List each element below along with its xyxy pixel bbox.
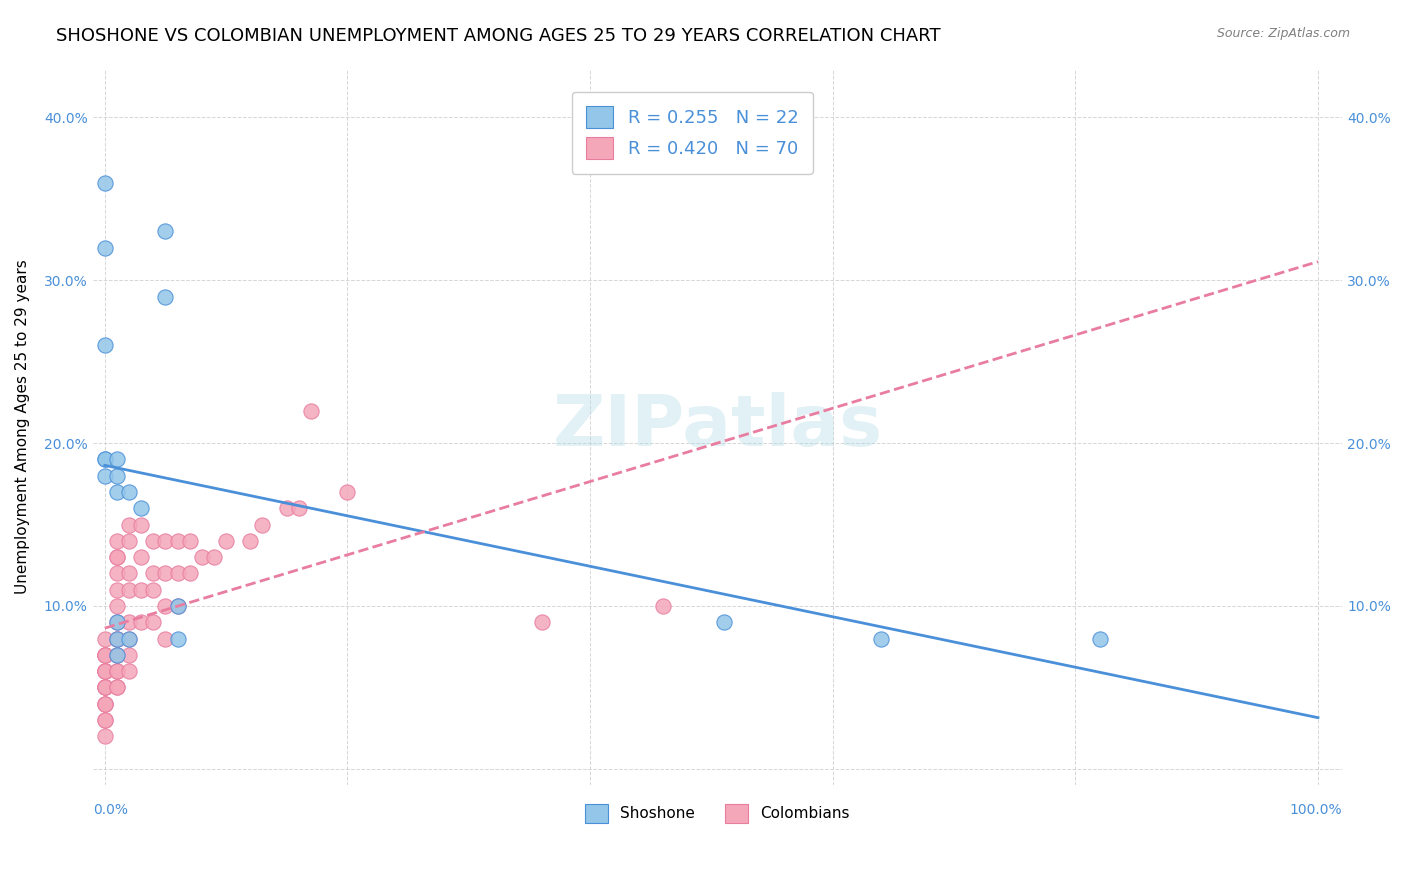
Point [105, 664, 128, 678]
Point [530, 615, 553, 630]
Point [276, 501, 298, 516]
Point [94, 338, 117, 352]
Point [105, 615, 128, 630]
Point [105, 582, 128, 597]
Point [94, 176, 117, 190]
Point [94, 681, 117, 695]
Point [252, 517, 274, 532]
Point [129, 517, 152, 532]
Point [105, 632, 128, 646]
Point [105, 681, 128, 695]
Point [94, 729, 117, 743]
Point [202, 550, 225, 565]
Point [94, 648, 117, 662]
Point [166, 599, 188, 613]
Point [239, 533, 262, 548]
Text: 0.0%: 0.0% [93, 803, 128, 817]
Point [94, 713, 117, 727]
Point [142, 615, 165, 630]
Point [105, 681, 128, 695]
Point [142, 566, 165, 581]
Point [94, 697, 117, 711]
Point [105, 566, 128, 581]
Point [129, 501, 152, 516]
Point [155, 566, 177, 581]
Point [155, 632, 177, 646]
Point [105, 550, 128, 565]
Point [94, 697, 117, 711]
Point [118, 615, 141, 630]
Point [118, 648, 141, 662]
Point [105, 632, 128, 646]
Point [1088, 632, 1111, 646]
Point [94, 452, 117, 467]
Point [155, 224, 177, 238]
Text: SHOSHONE VS COLOMBIAN UNEMPLOYMENT AMONG AGES 25 TO 29 YEARS CORRELATION CHART: SHOSHONE VS COLOMBIAN UNEMPLOYMENT AMONG… [56, 27, 941, 45]
Point [94, 681, 117, 695]
Point [179, 566, 201, 581]
Point [105, 632, 128, 646]
Point [155, 599, 177, 613]
Point [118, 517, 141, 532]
Text: 100.0%: 100.0% [1289, 803, 1343, 817]
Point [118, 582, 141, 597]
Point [129, 550, 152, 565]
Point [94, 697, 117, 711]
Point [129, 615, 152, 630]
Point [94, 664, 117, 678]
Point [94, 648, 117, 662]
Point [94, 681, 117, 695]
Point [94, 664, 117, 678]
Point [105, 533, 128, 548]
Point [118, 533, 141, 548]
Point [118, 632, 141, 646]
Point [94, 664, 117, 678]
Point [713, 615, 735, 630]
Point [155, 533, 177, 548]
Point [105, 599, 128, 613]
Point [105, 550, 128, 565]
Point [105, 648, 128, 662]
Point [118, 485, 141, 500]
Point [94, 241, 117, 255]
Point [105, 615, 128, 630]
Text: Source: ZipAtlas.com: Source: ZipAtlas.com [1216, 27, 1350, 40]
Point [118, 566, 141, 581]
Point [105, 452, 128, 467]
Point [142, 582, 165, 597]
Point [651, 599, 673, 613]
Point [94, 648, 117, 662]
Point [191, 550, 214, 565]
Point [105, 485, 128, 500]
Point [94, 664, 117, 678]
Point [105, 664, 128, 678]
Legend: Shoshone, Colombians: Shoshone, Colombians [572, 792, 862, 835]
Point [94, 713, 117, 727]
Point [166, 599, 188, 613]
Point [129, 582, 152, 597]
Point [299, 403, 322, 417]
Point [94, 468, 117, 483]
Point [155, 289, 177, 303]
Point [94, 648, 117, 662]
Point [118, 632, 141, 646]
Point [94, 632, 117, 646]
Y-axis label: Unemployment Among Ages 25 to 29 years: Unemployment Among Ages 25 to 29 years [15, 260, 30, 594]
Point [118, 664, 141, 678]
Point [166, 533, 188, 548]
Point [94, 681, 117, 695]
Point [105, 648, 128, 662]
Point [215, 533, 238, 548]
Text: ZIPatlas: ZIPatlas [553, 392, 883, 461]
Point [166, 566, 188, 581]
Point [179, 533, 201, 548]
Point [105, 468, 128, 483]
Point [166, 632, 188, 646]
Point [94, 452, 117, 467]
Point [288, 501, 311, 516]
Point [336, 485, 359, 500]
Point [105, 648, 128, 662]
Point [142, 533, 165, 548]
Point [870, 632, 893, 646]
